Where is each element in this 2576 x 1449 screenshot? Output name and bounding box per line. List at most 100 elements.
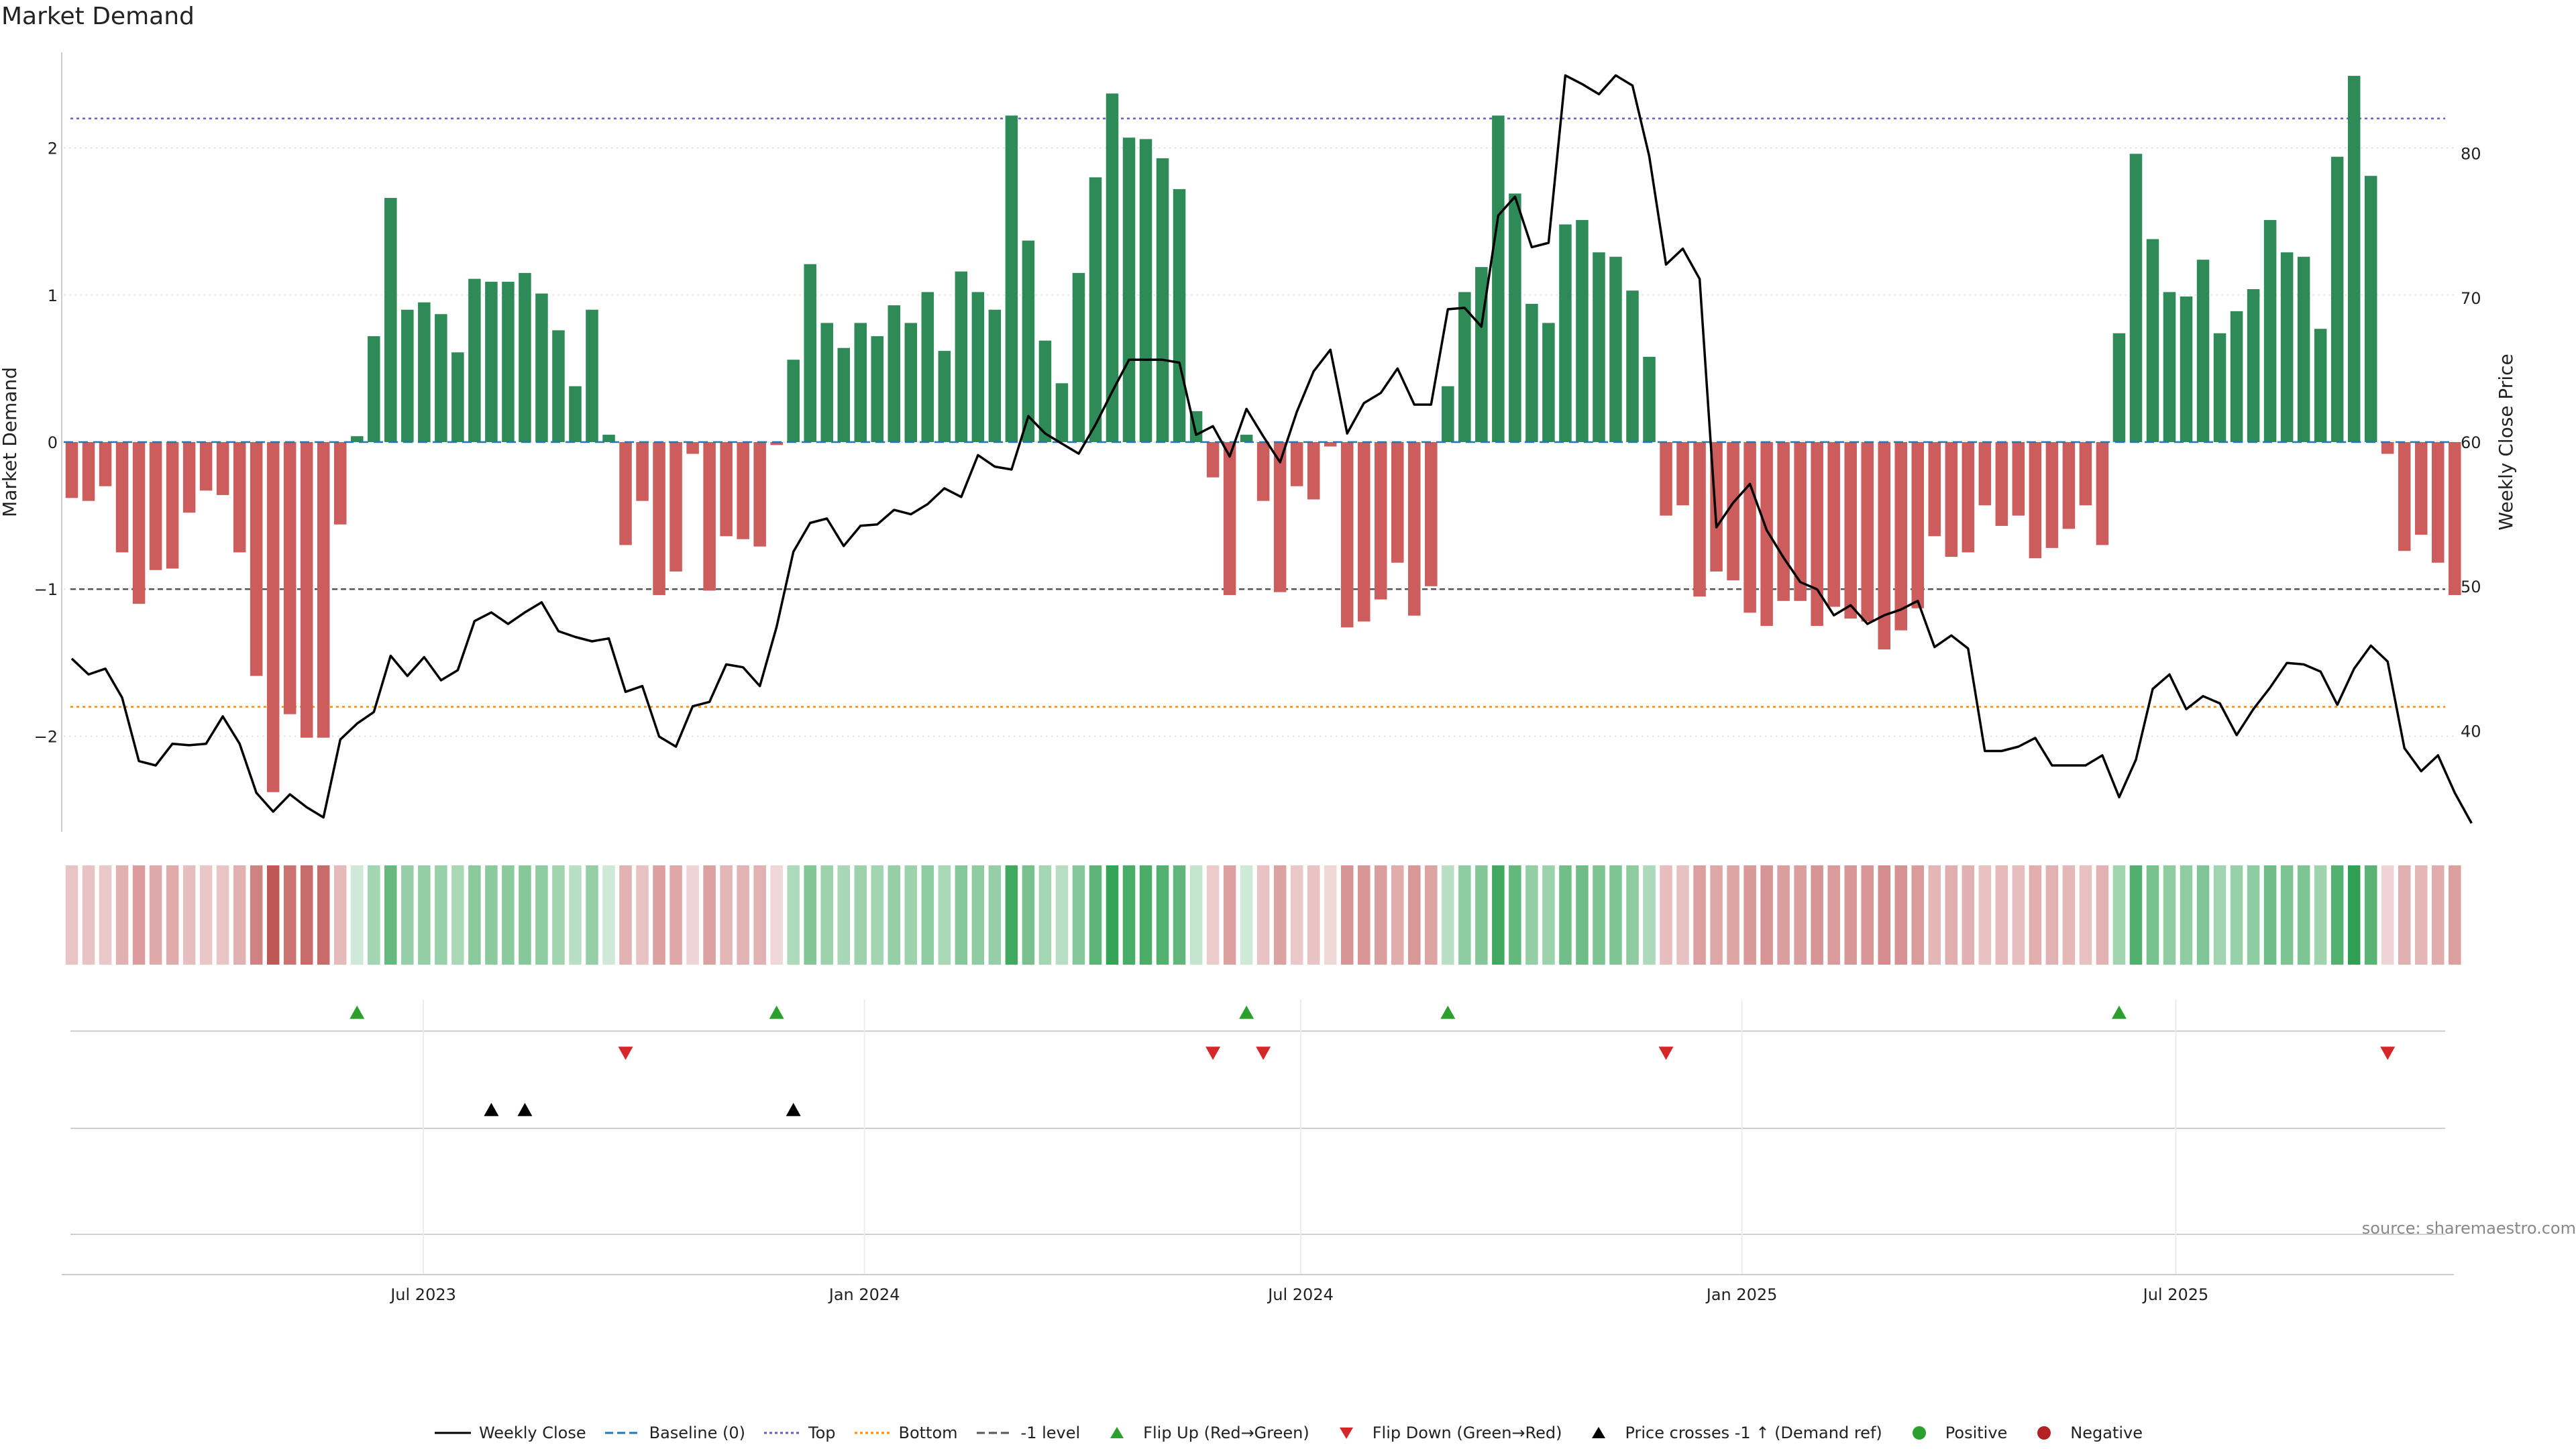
demand-bar [2096,442,2109,545]
heat-cell [132,865,146,965]
demand-bar [938,351,951,442]
dot-icon [2037,1426,2051,1440]
heat-cell [1693,865,1706,965]
heat-cell [2314,865,2327,965]
demand-bar [1559,224,1572,442]
legend-label: Weekly Close [478,1424,586,1442]
heat-cell [1256,865,1270,965]
demand-bar [653,442,665,596]
demand-bar [854,323,867,442]
legend-item-flip_down: Flip Down (Green→Red) [1327,1424,1562,1442]
legend-item-top: Top [763,1424,836,1442]
heat-cell [2247,865,2260,965]
y2-axis-label: Weekly Close Price [2495,354,2517,530]
heat-cell [1139,865,1152,965]
demand-bar [1290,442,1303,486]
demand-bar [753,442,766,547]
demand-bar [115,442,129,553]
heat-cell [2263,865,2277,965]
y2-tick-label: 40 [2461,722,2481,741]
heat-cell [1777,865,1790,965]
y-tick-label: 2 [48,140,58,158]
demand-bar [368,336,380,442]
demand-bar [65,442,78,498]
heat-cell [317,865,330,965]
heat-cell [1743,865,1756,965]
demand-bar [552,330,565,442]
demand-bar [1660,442,1672,516]
line-dashed-icon [604,1432,641,1434]
line-dashed-icon [976,1432,1013,1434]
heat-cell [182,865,196,965]
demand-bar [535,293,548,442]
flip-down-marker [618,1046,633,1060]
demand-bar [737,442,749,539]
heat-cell [2096,865,2109,965]
heat-cell [1442,865,1454,965]
source-note: source: sharemaestro.com [2361,1219,2576,1238]
demand-bar [1827,442,1840,607]
demand-bar [2079,442,2092,506]
heat-cell [166,865,179,965]
demand-bar [971,292,985,442]
demand-bar [1542,323,1555,442]
heat-cell [1307,865,1320,965]
demand-bar [1391,442,1404,563]
demand-bar [2213,333,2226,442]
flip-up-marker [2111,1006,2127,1019]
demand-bar [904,323,918,442]
heat-cell [266,865,280,965]
demand-bar [1525,303,1538,442]
legend-item-weekly_close: Weekly Close [433,1424,586,1442]
demand-bar [1894,442,1908,631]
demand-bar [2062,442,2076,529]
heat-cell [1072,865,1085,965]
legend-label: Flip Down (Green→Red) [1372,1424,1562,1442]
demand-bar [1005,115,1018,443]
demand-bar [1743,442,1756,613]
demand-bar [988,309,1002,442]
heat-cell [2180,865,2193,965]
heat-cell [2029,865,2042,965]
legend-label: Top [808,1424,836,1442]
heat-cell [669,865,682,965]
heat-cell [2364,865,2377,965]
heat-cell [283,865,297,965]
legend-item-minus1: -1 level [975,1424,1080,1442]
demand-bar [2112,333,2126,442]
heat-cell [1861,865,1874,965]
heat-cell [99,865,112,965]
heat-cell [770,865,783,965]
flip-down-marker [2380,1046,2396,1060]
demand-bar [1256,442,1270,501]
demand-bar [602,435,615,442]
demand-bar [2432,442,2445,563]
heat-cell [1391,865,1404,965]
demand-bar [1022,240,1035,442]
demand-bar [1911,442,1925,608]
heat-cell [1609,865,1622,965]
heat-cell [502,865,515,965]
demand-bar [2280,252,2294,442]
demand-bar [686,442,699,454]
heat-cell [1156,865,1169,965]
heat-cell [418,865,431,965]
heat-cell [1425,865,1438,965]
heat-cell [2062,865,2076,965]
heat-cell [334,865,347,965]
demand-bar [1878,442,1890,650]
heat-cell [2163,865,2176,965]
heat-cell [2381,865,2394,965]
legend-label: Positive [1945,1424,2008,1442]
flip-up-marker [1440,1006,1456,1019]
heat-cell [1005,865,1018,965]
heat-cell [368,865,380,965]
flip-down-marker [1658,1046,1674,1060]
demand-bar [1492,115,1505,443]
legend-item-positive: Positive [1900,1424,2008,1442]
y-axis-label: Market Demand [0,367,21,517]
chart-title: Market Demand [1,3,195,30]
heat-cell [938,865,951,965]
legend-item-flip_up: Flip Up (Red→Green) [1097,1424,1309,1442]
